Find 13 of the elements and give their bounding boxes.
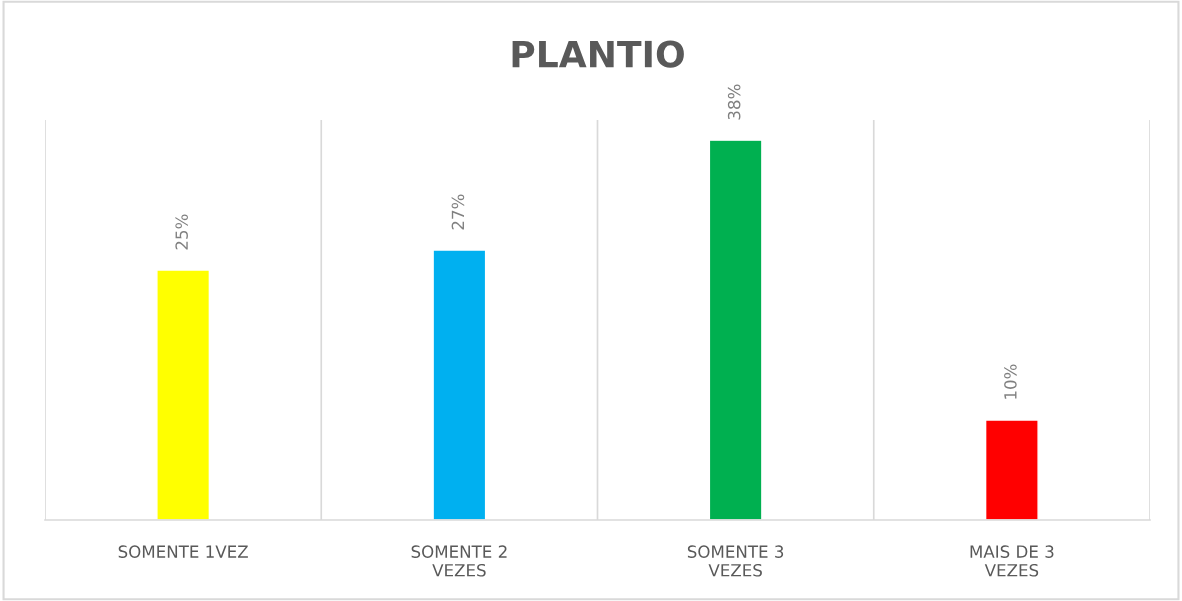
x-tick-label: SOMENTE 2 VEZES <box>411 545 507 577</box>
bar <box>432 249 487 520</box>
data-label: 27% <box>451 194 465 230</box>
x-tick-label: MAIS DE 3 VEZES <box>970 545 1054 577</box>
x-tick-label: SOMENTE 1VEZ <box>118 545 248 558</box>
bar <box>984 419 1039 520</box>
data-label: 38% <box>727 84 741 120</box>
chart-title: PLANTIO <box>512 40 684 68</box>
bar <box>156 269 211 520</box>
data-label: 10% <box>1004 364 1017 399</box>
x-tick-label: SOMENTE 3 VEZES <box>687 545 784 577</box>
data-label: 25% <box>175 214 188 250</box>
bar <box>708 139 763 520</box>
